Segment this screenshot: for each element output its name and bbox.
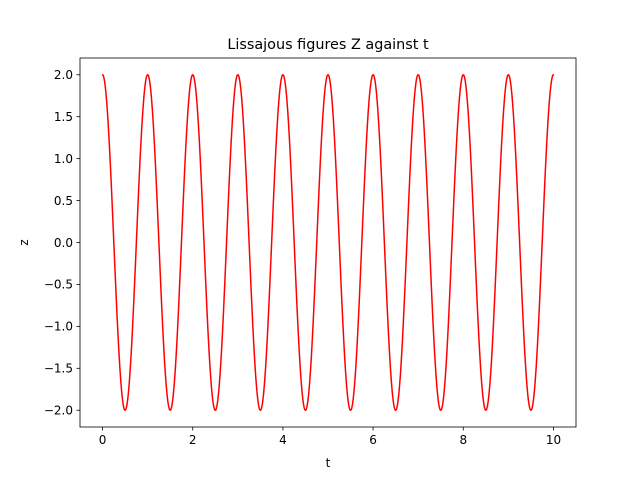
series-line-0 bbox=[101, 74, 555, 411]
x-tick-label: 10 bbox=[546, 433, 561, 447]
x-tick-label: 0 bbox=[99, 433, 107, 447]
x-tick-label: 4 bbox=[279, 433, 287, 447]
y-axis-label: z bbox=[17, 239, 31, 245]
y-tick-label: −0.5 bbox=[44, 278, 73, 292]
y-tick-label: 0.5 bbox=[54, 194, 73, 208]
x-axis: 0 2 4 6 8 10 bbox=[99, 427, 561, 447]
y-tick-label: 1.0 bbox=[54, 152, 73, 166]
x-tick-label: 6 bbox=[369, 433, 377, 447]
chart-title: Lissajous figures Z against t bbox=[227, 37, 429, 53]
y-tick-label: 0.0 bbox=[54, 236, 73, 250]
y-tick-label: 2.0 bbox=[54, 68, 73, 82]
y-tick-label: −1.0 bbox=[44, 320, 73, 334]
y-tick-label: 1.5 bbox=[54, 110, 73, 124]
x-tick-label: 8 bbox=[459, 433, 467, 447]
y-tick-label: −2.0 bbox=[44, 404, 73, 418]
x-axis-label: t bbox=[326, 456, 331, 470]
x-tick-label: 2 bbox=[189, 433, 197, 447]
y-tick-label: −1.5 bbox=[44, 362, 73, 376]
y-axis: 2.0 1.5 1.0 0.5 0.0 −0.5 −1.0 −1.5 −2.0 bbox=[44, 68, 80, 418]
plot-area bbox=[101, 74, 555, 411]
